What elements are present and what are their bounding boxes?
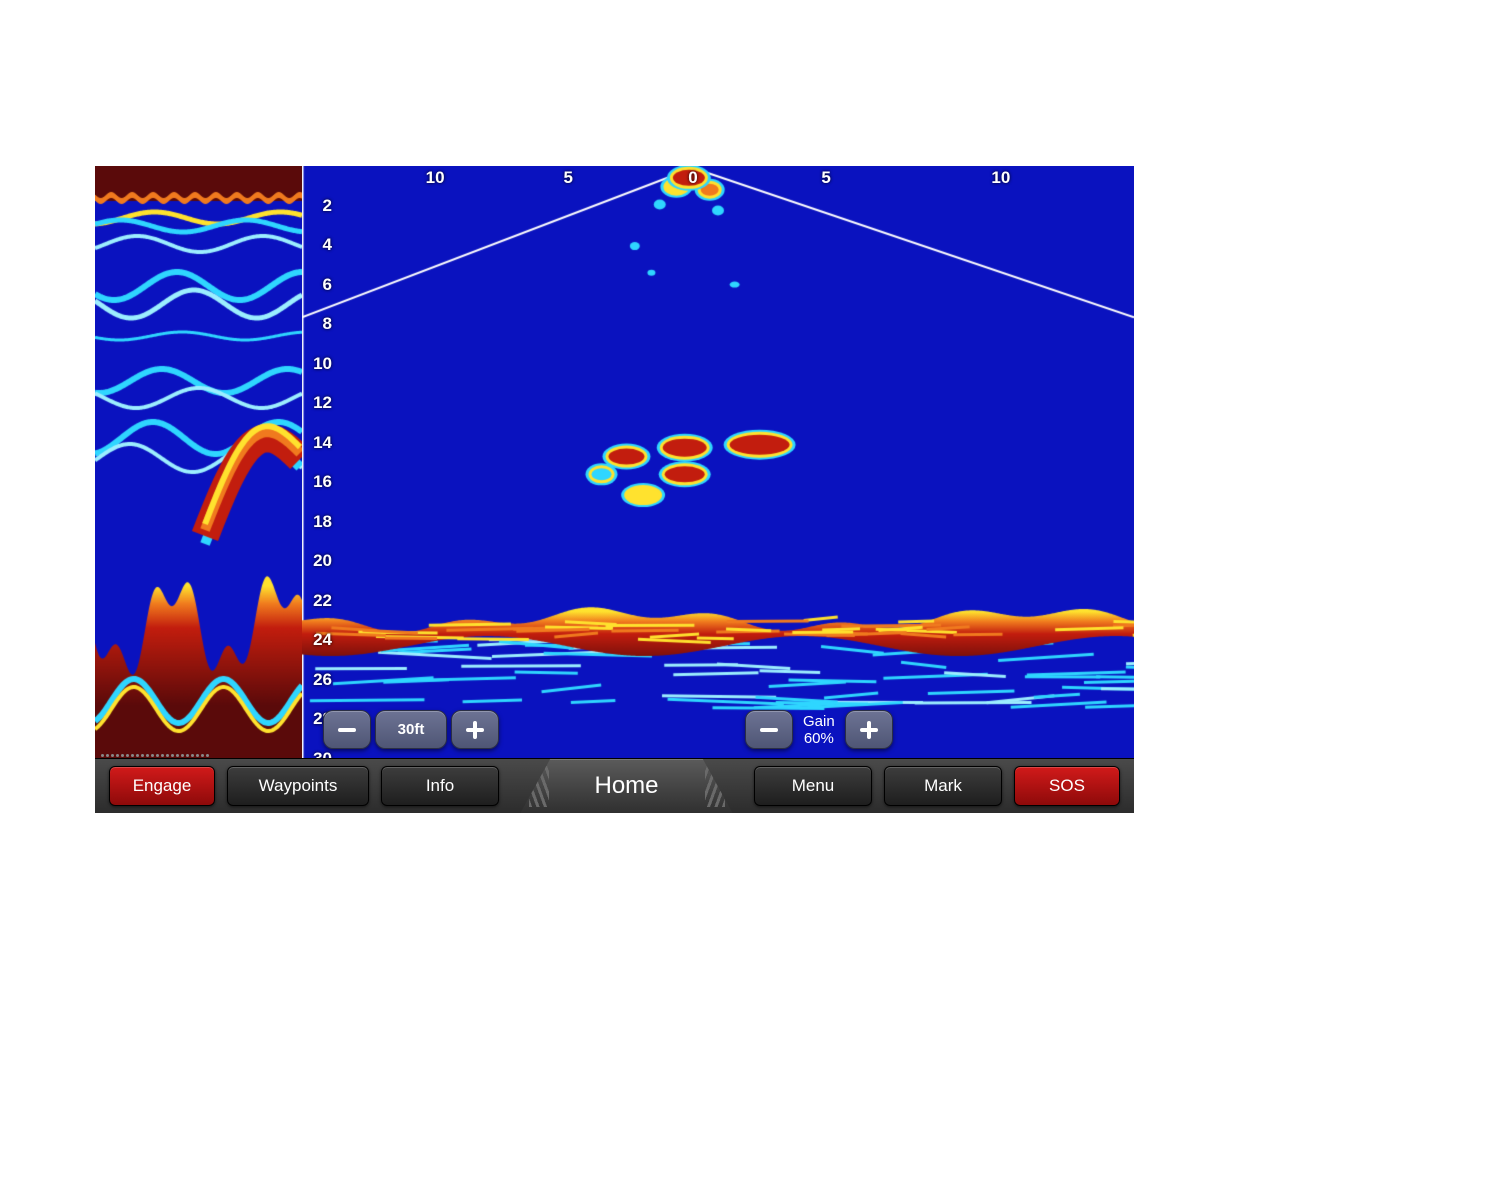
range-tick: 0 [688, 168, 697, 188]
depth-tick: 20 [313, 551, 332, 571]
bottom-navbar: Engage Waypoints Info Home Menu Mark SOS [95, 758, 1134, 813]
depth-tick: 18 [313, 512, 332, 532]
nav-left-group: Engage Waypoints Info [103, 766, 505, 806]
gain-label-block: Gain 60% [797, 713, 841, 747]
mark-label: Mark [924, 776, 962, 796]
sonar-history-panel [95, 166, 302, 759]
depth-tick: 24 [313, 630, 332, 650]
mark-button[interactable]: Mark [884, 766, 1002, 806]
depth-tick: 26 [313, 670, 332, 690]
range-value: 30ft [398, 721, 425, 738]
gain-label: Gain [803, 713, 835, 730]
gain-value: 60% [803, 730, 835, 747]
range-tick: 5 [821, 168, 830, 188]
sonar-screen: 24681012141618202224262830 1050510 30ft … [95, 166, 1134, 813]
nav-right-group: Menu Mark SOS [748, 766, 1126, 806]
sos-label: SOS [1049, 776, 1085, 796]
waypoints-button[interactable]: Waypoints [227, 766, 369, 806]
minus-icon [760, 728, 778, 732]
engage-label: Engage [133, 776, 192, 796]
depth-tick: 10 [313, 354, 332, 374]
depth-tick: 12 [313, 393, 332, 413]
depth-scale: 24681012141618202224262830 [302, 166, 332, 759]
depth-tick: 14 [313, 433, 332, 453]
sonar-live-panel [302, 166, 1134, 759]
depth-tick: 22 [313, 591, 332, 611]
depth-tick: 4 [323, 235, 332, 255]
minus-icon [338, 728, 356, 732]
range-tick: 10 [426, 168, 445, 188]
plus-icon [466, 721, 484, 739]
depth-tick: 6 [323, 275, 332, 295]
info-button[interactable]: Info [381, 766, 499, 806]
sonar-area: 24681012141618202224262830 1050510 30ft … [95, 166, 1134, 759]
plus-icon [860, 721, 878, 739]
gain-decrease-button[interactable] [745, 710, 793, 749]
range-tick: 10 [991, 168, 1010, 188]
sos-button[interactable]: SOS [1014, 766, 1120, 806]
engage-button[interactable]: Engage [109, 766, 215, 806]
horizontal-range-scale: 10 5 0 5 10 [302, 166, 1134, 186]
range-tick: 5 [564, 168, 573, 188]
waypoints-label: Waypoints [259, 776, 338, 796]
depth-tick: 2 [323, 196, 332, 216]
home-label: Home [594, 772, 658, 800]
info-label: Info [426, 776, 454, 796]
menu-label: Menu [792, 776, 835, 796]
gain-control-group: Gain 60% [745, 711, 893, 748]
gain-increase-button[interactable] [845, 710, 893, 749]
depth-tick: 8 [323, 314, 332, 334]
range-value-button[interactable]: 30ft [375, 710, 447, 749]
depth-tick: 16 [313, 472, 332, 492]
range-control-group: 30ft [323, 711, 499, 748]
home-button[interactable]: Home [521, 759, 733, 813]
range-increase-button[interactable] [451, 710, 499, 749]
menu-button[interactable]: Menu [754, 766, 872, 806]
range-decrease-button[interactable] [323, 710, 371, 749]
page-indicator-dots [101, 754, 209, 757]
